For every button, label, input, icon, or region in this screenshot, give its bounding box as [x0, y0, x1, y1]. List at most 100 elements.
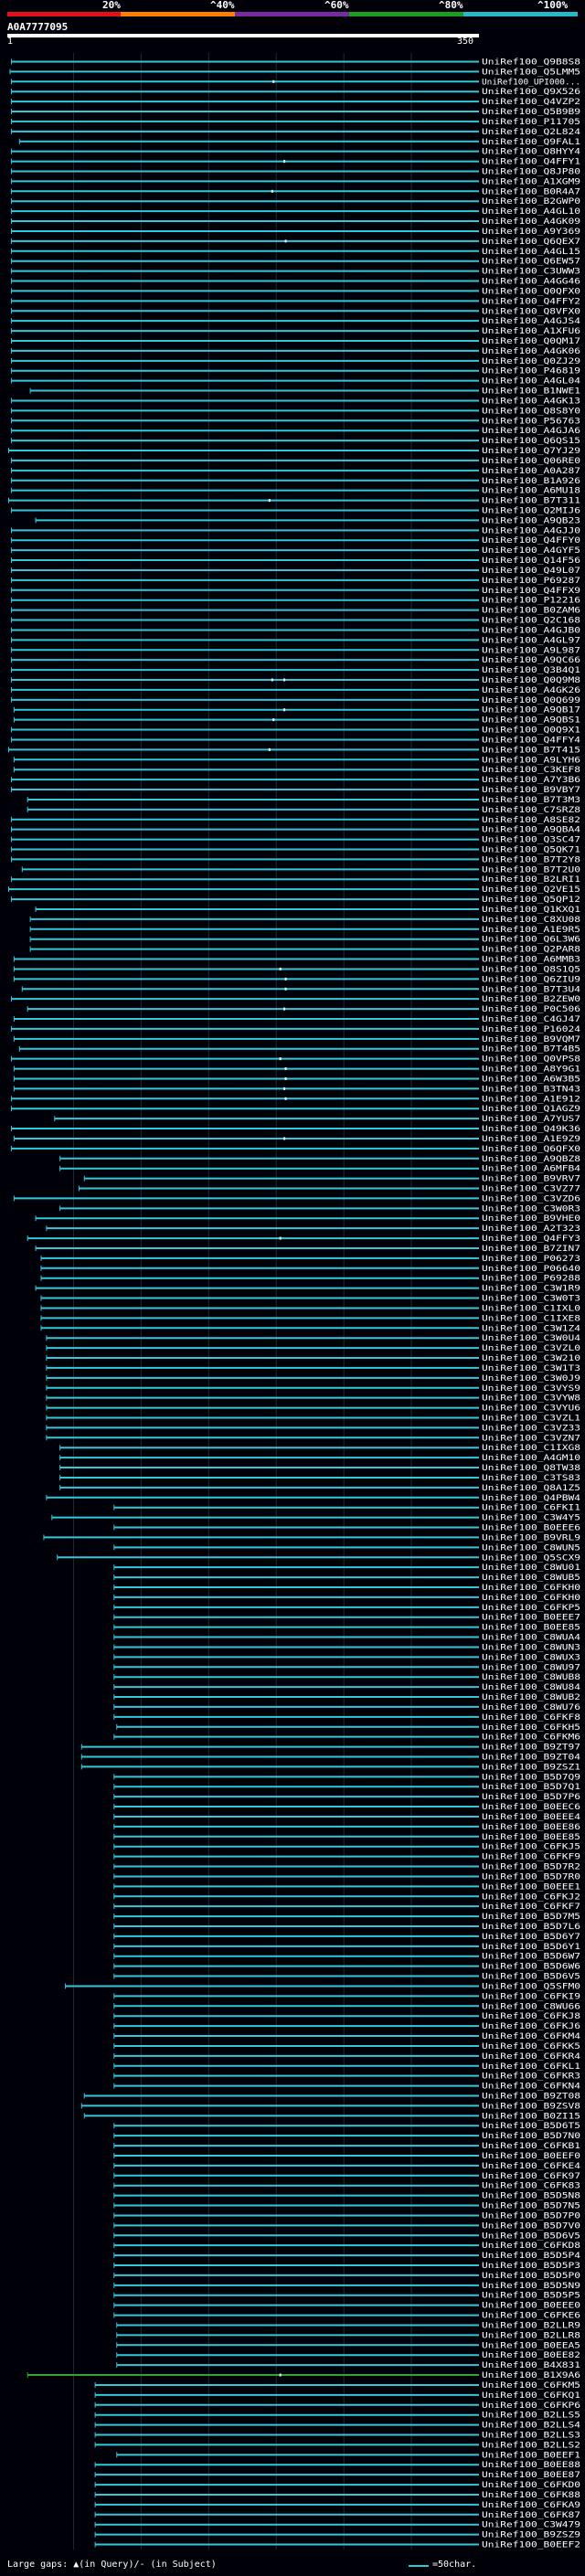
hit-label[interactable]: UniRef100_B5D7L6 [482, 1923, 580, 1932]
hit-label[interactable]: UniRef100_B1NWE1 [482, 387, 580, 397]
hit-label[interactable]: UniRef100_Q1AGZ9 [482, 1105, 580, 1114]
hit-label[interactable]: UniRef100_B5D7Q1 [482, 1783, 580, 1792]
hit-label[interactable]: UniRef100_B2LLS5 [482, 2412, 580, 2421]
hit-label[interactable]: UniRef100_Q5SCX9 [482, 1553, 580, 1563]
hit-label[interactable]: UniRef100_Q8TW38 [482, 1464, 580, 1473]
hit-label[interactable]: UniRef100_B5D5P4 [482, 2252, 580, 2261]
hit-label[interactable]: UniRef100_B9ZSZ9 [482, 2531, 580, 2540]
hit-label[interactable]: UniRef100_C6FKJ6 [482, 2022, 580, 2031]
hit-label[interactable]: UniRef100_B0EE88 [482, 2461, 580, 2470]
hit-label[interactable]: UniRef100_A8SE82 [482, 816, 580, 825]
hit-label[interactable]: UniRef100_C3W1R9 [482, 1285, 580, 1294]
hit-label[interactable]: UniRef100_P0C506 [482, 1005, 580, 1014]
hit-label[interactable]: UniRef100_B0EEE4 [482, 1813, 580, 1822]
hit-label[interactable]: UniRef100_C1IXE8 [482, 1314, 580, 1323]
hit-label[interactable]: UniRef100_A4GJA6 [482, 427, 580, 436]
hit-label[interactable]: UniRef100_Q4FFY3 [482, 1235, 580, 1244]
hit-label[interactable]: UniRef100_C6FKN4 [482, 2083, 580, 2092]
hit-label[interactable]: UniRef100_A9QC66 [482, 656, 580, 665]
hit-label[interactable]: UniRef100_B2GWP0 [482, 197, 580, 207]
hit-label[interactable]: UniRef100_A1XFU6 [482, 327, 580, 336]
hit-label[interactable]: UniRef100_Q4FFX9 [482, 587, 580, 596]
hit-label[interactable]: UniRef100_C6FKR4 [482, 2052, 580, 2062]
hit-label[interactable]: UniRef100_C1IXG8 [482, 1444, 580, 1453]
hit-label[interactable]: UniRef100_C3W0J9 [482, 1374, 580, 1383]
hit-label[interactable]: UniRef100_A9LYH6 [482, 756, 580, 765]
hit-label[interactable]: UniRef100_A9QBS1 [482, 716, 580, 726]
hit-label[interactable]: UniRef100_C8WUN5 [482, 1543, 580, 1553]
hit-label[interactable]: UniRef100_Q4FFY1 [482, 158, 580, 167]
hit-label[interactable]: UniRef100_B9ZT97 [482, 1744, 580, 1753]
hit-label[interactable]: UniRef100_B9VQM7 [482, 1035, 580, 1044]
hit-label[interactable]: UniRef100_A4GK09 [482, 217, 580, 227]
hit-label[interactable]: UniRef100_A1E9R5 [482, 926, 580, 935]
hit-label[interactable]: UniRef100_C3W1T3 [482, 1364, 580, 1373]
hit-label[interactable]: UniRef100_Q5QK71 [482, 846, 580, 855]
hit-label[interactable]: UniRef100_C3VZN7 [482, 1434, 580, 1443]
hit-label[interactable]: UniRef100_C8WU66 [482, 2002, 580, 2011]
hit-label[interactable]: UniRef100_B0EEA5 [482, 2341, 580, 2350]
hit-label[interactable]: UniRef100_Q9X526 [482, 88, 580, 97]
hit-label[interactable]: UniRef100_P06273 [482, 1255, 580, 1264]
hit-label[interactable]: UniRef100_C3VZL0 [482, 1344, 580, 1353]
hit-label[interactable]: UniRef100_Q5SFM0 [482, 1982, 580, 1991]
hit-label[interactable]: UniRef100_P06640 [482, 1265, 580, 1274]
hit-label[interactable]: UniRef100_B0EE82 [482, 2351, 580, 2360]
hit-label[interactable]: UniRef100_B2LLR9 [482, 2321, 580, 2330]
hit-label[interactable]: UniRef100_B5D7N0 [482, 2132, 580, 2141]
hit-label[interactable]: UniRef100_C3VZ77 [482, 1185, 580, 1194]
hit-label[interactable]: UniRef100_Q6EW57 [482, 258, 580, 267]
hit-label[interactable]: UniRef100_Q6QS15 [482, 437, 580, 446]
hit-label[interactable]: UniRef100_A4GJS4 [482, 317, 580, 326]
hit-label[interactable]: UniRef100_C6FK87 [482, 2511, 580, 2520]
hit-label[interactable]: UniRef100_Q2L824 [482, 128, 580, 137]
hit-label[interactable]: UniRef100_B5D6V5 [482, 2231, 580, 2241]
hit-label[interactable]: UniRef100_A4GYF5 [482, 546, 580, 556]
hit-label[interactable]: UniRef100_C6FK83 [482, 2182, 580, 2191]
hit-label[interactable]: UniRef100_Q06RE0 [482, 457, 580, 466]
hit-label[interactable]: UniRef100_Q5LMM5 [482, 68, 580, 77]
hit-label[interactable]: UniRef100_C6FKH0 [482, 1594, 580, 1603]
hit-label[interactable]: UniRef100_UPI000... [482, 78, 580, 87]
hit-label[interactable]: UniRef100_C3W4Y5 [482, 1514, 580, 1523]
hit-label[interactable]: UniRef100_C3VYS9 [482, 1384, 580, 1394]
hit-label[interactable]: UniRef100_P11705 [482, 118, 580, 127]
hit-label[interactable]: UniRef100_C3W1Z4 [482, 1324, 580, 1333]
hit-label[interactable]: UniRef100_C6FKP5 [482, 1604, 580, 1613]
hit-label[interactable]: UniRef100_B5D5P0 [482, 2272, 580, 2281]
hit-label[interactable]: UniRef100_B0EEE6 [482, 1524, 580, 1533]
hit-label[interactable]: UniRef100_Q0Q9X1 [482, 726, 580, 736]
hit-label[interactable]: UniRef100_C6FKJ2 [482, 1892, 580, 1902]
hit-label[interactable]: UniRef100_C6FKD0 [482, 2481, 580, 2490]
hit-label[interactable]: UniRef100_A6MFB4 [482, 1165, 580, 1174]
hit-label[interactable]: UniRef100_B0EE85 [482, 1833, 580, 1842]
hit-label[interactable]: UniRef100_Q14F56 [482, 557, 580, 566]
hit-label[interactable]: UniRef100_Q9B8S8 [482, 58, 580, 67]
hit-label[interactable]: UniRef100_B7T415 [482, 746, 580, 755]
hit-label[interactable]: UniRef100_B7ZIN7 [482, 1245, 580, 1254]
hit-label[interactable]: UniRef100_Q8HYY4 [482, 148, 580, 157]
hit-label[interactable]: UniRef100_B0EEE0 [482, 2302, 580, 2311]
hit-label[interactable]: UniRef100_B0EEC6 [482, 1803, 580, 1812]
hit-label[interactable]: UniRef100_C3W0T3 [482, 1295, 580, 1304]
hit-label[interactable]: UniRef100_A6MU18 [482, 487, 580, 496]
hit-label[interactable]: UniRef100_C6FKJ5 [482, 1843, 580, 1852]
hit-label[interactable]: UniRef100_Q6QFX0 [482, 1145, 580, 1154]
hit-label[interactable]: UniRef100_A4GL10 [482, 207, 580, 217]
hit-label[interactable]: UniRef100_B0EEE7 [482, 1614, 580, 1623]
hit-label[interactable]: UniRef100_B0ZI15 [482, 2112, 580, 2121]
hit-label[interactable]: UniRef100_B5D7Q9 [482, 1773, 580, 1782]
hit-label[interactable]: UniRef100_A4GL15 [482, 248, 580, 257]
hit-label[interactable]: UniRef100_P16024 [482, 1025, 580, 1034]
hit-label[interactable]: UniRef100_B7T3M3 [482, 796, 580, 805]
hit-label[interactable]: UniRef100_C6FKP6 [482, 2401, 580, 2411]
hit-label[interactable]: UniRef100_C3VZL1 [482, 1414, 580, 1423]
hit-label[interactable]: UniRef100_A2T323 [482, 1224, 580, 1234]
hit-label[interactable]: UniRef100_B2LLS2 [482, 2441, 580, 2450]
hit-label[interactable]: UniRef100_A4GK26 [482, 686, 580, 695]
hit-label[interactable]: UniRef100_A4GJJ0 [482, 526, 580, 535]
hit-label[interactable]: UniRef100_C3W479 [482, 2521, 580, 2530]
hit-label[interactable]: UniRef100_Q1KXQ1 [482, 906, 580, 915]
hit-label[interactable]: UniRef100_Q4FFY4 [482, 736, 580, 745]
hit-label[interactable]: UniRef100_C6FKH0 [482, 1584, 580, 1593]
